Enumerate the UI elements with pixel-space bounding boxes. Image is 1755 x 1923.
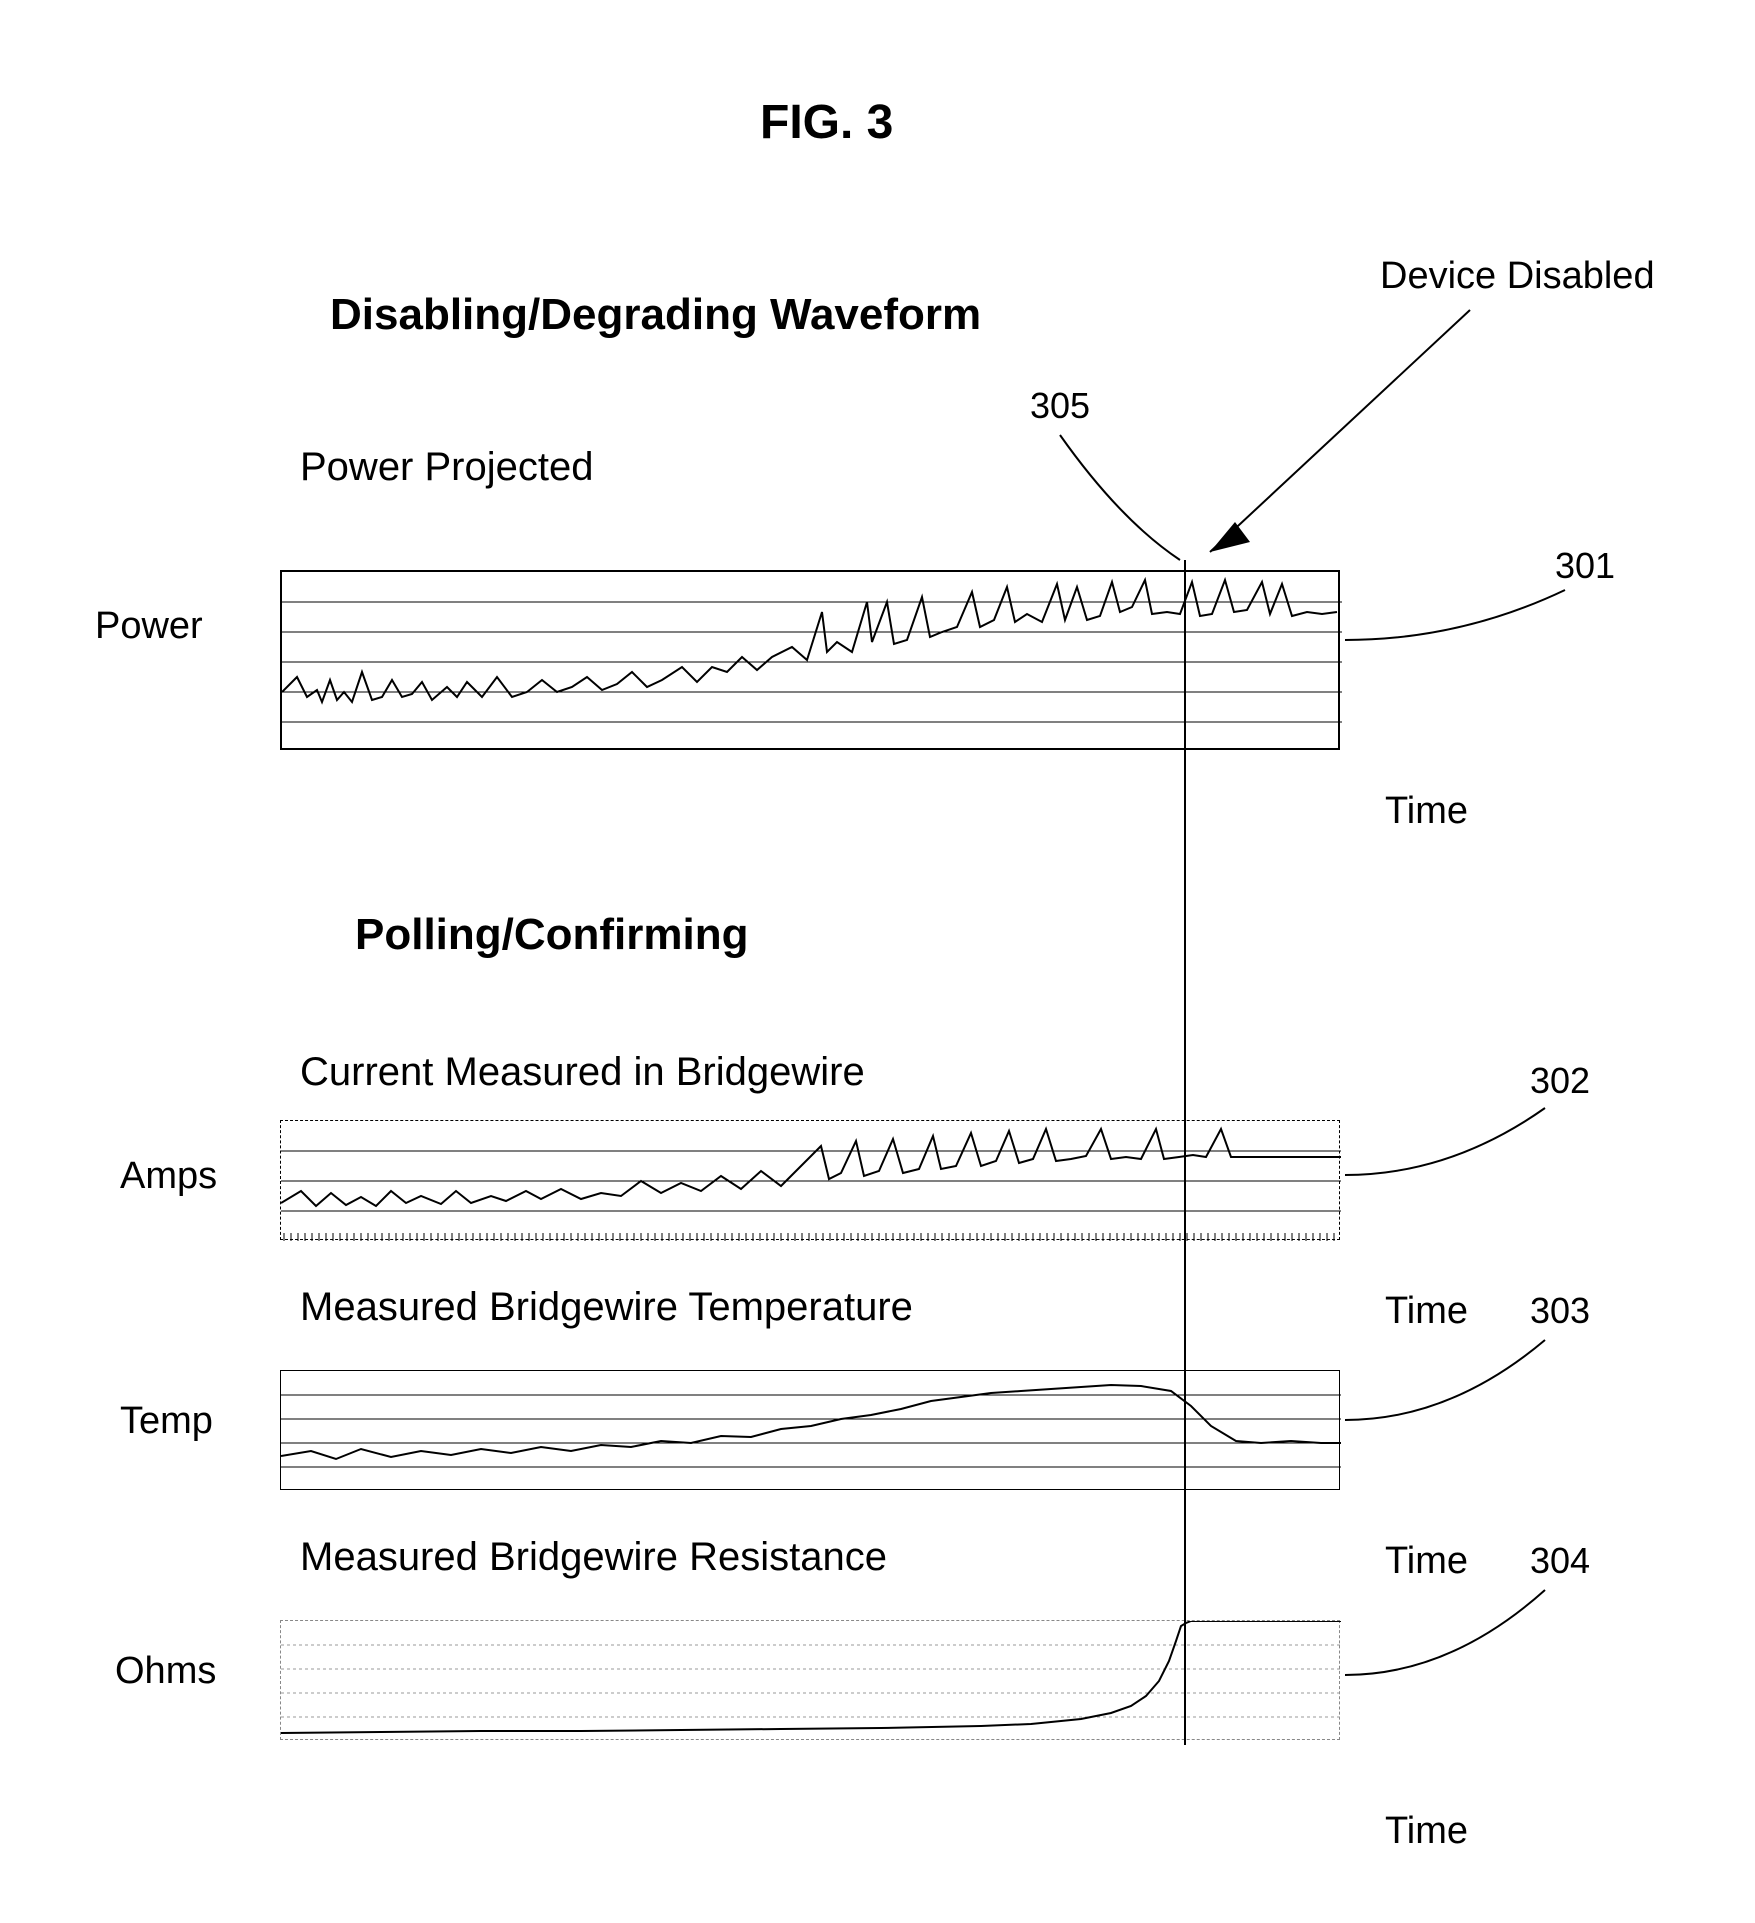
ticks-amps	[284, 1233, 1334, 1241]
subtitle-temp: Measured Bridgewire Temperature	[300, 1285, 913, 1330]
ylabel-ohms: Ohms	[115, 1650, 216, 1693]
xlabel-amps: Time	[1385, 1290, 1468, 1333]
chart-temp	[280, 1370, 1340, 1490]
chart-power	[280, 570, 1340, 750]
section-heading-disabling: Disabling/Degrading Waveform	[330, 290, 981, 340]
subtitle-power-projected: Power Projected	[300, 445, 593, 490]
waveform-amps	[281, 1129, 1341, 1206]
xlabel-power: Time	[1385, 790, 1468, 833]
xlabel-ohms: Time	[1385, 1810, 1468, 1853]
grid-power	[282, 602, 1342, 722]
ref-305: 305	[1030, 385, 1090, 427]
figure-title: FIG. 3	[760, 95, 893, 150]
subtitle-current: Current Measured in Bridgewire	[300, 1050, 865, 1095]
ref-303: 303	[1530, 1290, 1590, 1332]
device-disabled-label: Device Disabled	[1380, 255, 1655, 298]
waveform-power	[282, 580, 1337, 702]
waveform-temp	[281, 1385, 1341, 1459]
waveform-ohms	[281, 1621, 1341, 1733]
ref-302: 302	[1530, 1060, 1590, 1102]
chart-amps	[280, 1120, 1340, 1240]
grid-temp	[281, 1395, 1341, 1467]
ylabel-power: Power	[95, 605, 203, 648]
grid-ohms	[281, 1645, 1341, 1717]
chart-ohms	[280, 1620, 1340, 1740]
ref-301: 301	[1555, 545, 1615, 587]
grid-amps	[281, 1151, 1341, 1211]
xlabel-temp: Time	[1385, 1540, 1468, 1583]
ref-304: 304	[1530, 1540, 1590, 1582]
ylabel-amps: Amps	[120, 1155, 217, 1198]
ylabel-temp: Temp	[120, 1400, 213, 1443]
section-heading-polling: Polling/Confirming	[355, 910, 749, 960]
subtitle-ohms: Measured Bridgewire Resistance	[300, 1535, 887, 1580]
